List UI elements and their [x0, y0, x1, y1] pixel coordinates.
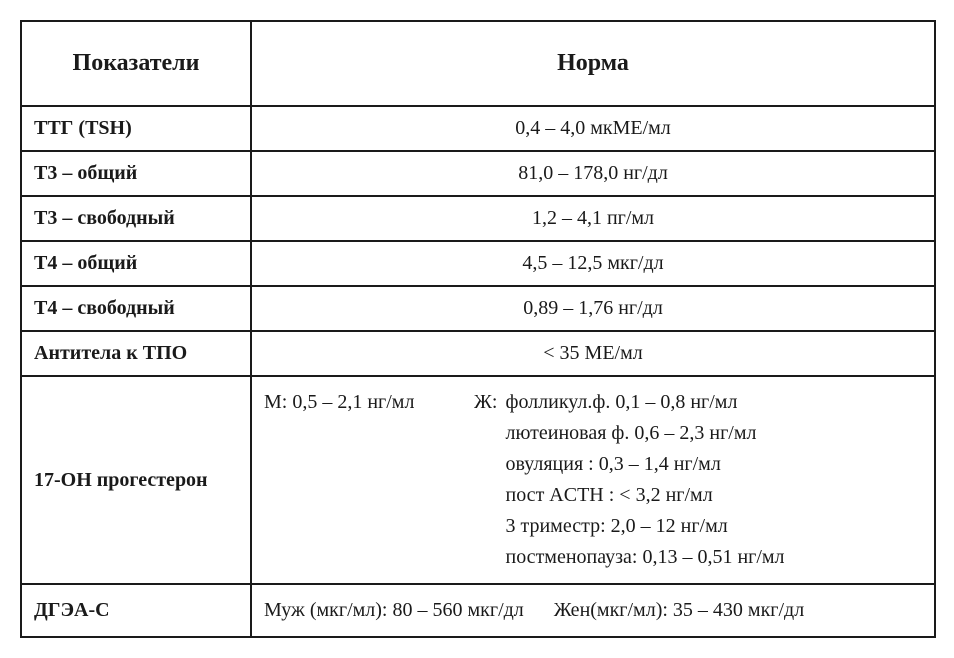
table-row: Т3 – свободный 1,2 – 4,1 пг/мл: [21, 196, 935, 241]
table-row-progesterone: 17-ОН прогестерон М: 0,5 – 2,1 нг/мл Ж: …: [21, 376, 935, 584]
row-label: Антитела к ТПО: [21, 331, 251, 376]
row-label: Т3 – общий: [21, 151, 251, 196]
row-value: 4,5 – 12,5 мкг/дл: [251, 241, 935, 286]
progesterone-female-line: постменопауза: 0,13 – 0,51 нг/мл: [505, 542, 784, 573]
table-header-row: Показатели Норма: [21, 21, 935, 106]
row-value-dgea: Муж (мкг/мл): 80 – 560 мкг/дл Жен(мкг/мл…: [251, 584, 935, 637]
row-value: < 35 МЕ/мл: [251, 331, 935, 376]
row-label-dgea: ДГЭА-С: [21, 584, 251, 637]
table-row: Т4 – свободный 0,89 – 1,76 нг/дл: [21, 286, 935, 331]
row-label-progesterone: 17-ОН прогестерон: [21, 376, 251, 584]
table-row: Антитела к ТПО < 35 МЕ/мл: [21, 331, 935, 376]
row-value: 81,0 – 178,0 нг/дл: [251, 151, 935, 196]
row-value-progesterone: М: 0,5 – 2,1 нг/мл Ж: фолликул.ф. 0,1 – …: [251, 376, 935, 584]
table-row: Т3 – общий 81,0 – 178,0 нг/дл: [21, 151, 935, 196]
header-indicators: Показатели: [21, 21, 251, 106]
row-label: Т4 – свободный: [21, 286, 251, 331]
row-label: Т3 – свободный: [21, 196, 251, 241]
row-value: 0,89 – 1,76 нг/дл: [251, 286, 935, 331]
progesterone-female-line: пост ACTH : < 3,2 нг/мл: [505, 480, 784, 511]
table-row: Т4 – общий 4,5 – 12,5 мкг/дл: [21, 241, 935, 286]
progesterone-male: М: 0,5 – 2,1 нг/мл: [264, 387, 474, 418]
row-label: ТТГ (TSH): [21, 106, 251, 151]
progesterone-female-prefix: Ж:: [474, 387, 497, 418]
progesterone-female-line: лютеиновая ф. 0,6 – 2,3 нг/мл: [505, 418, 784, 449]
dgea-male: Муж (мкг/мл): 80 – 560 мкг/дл: [264, 595, 524, 626]
table-row-dgea: ДГЭА-С Муж (мкг/мл): 80 – 560 мкг/дл Жен…: [21, 584, 935, 637]
table-row: ТТГ (TSH) 0,4 – 4,0 мкМЕ/мл: [21, 106, 935, 151]
progesterone-female-line: фолликул.ф. 0,1 – 0,8 нг/мл: [505, 387, 784, 418]
dgea-female: Жен(мкг/мл): 35 – 430 мкг/дл: [554, 595, 804, 626]
hormone-reference-table: Показатели Норма ТТГ (TSH) 0,4 – 4,0 мкМ…: [20, 20, 936, 638]
row-value: 0,4 – 4,0 мкМЕ/мл: [251, 106, 935, 151]
header-norm: Норма: [251, 21, 935, 106]
row-label: Т4 – общий: [21, 241, 251, 286]
progesterone-female-list: фолликул.ф. 0,1 – 0,8 нг/мл лютеиновая ф…: [497, 387, 784, 573]
row-value: 1,2 – 4,1 пг/мл: [251, 196, 935, 241]
progesterone-female-line: 3 триместр: 2,0 – 12 нг/мл: [505, 511, 784, 542]
progesterone-female-line: овуляция : 0,3 – 1,4 нг/мл: [505, 449, 784, 480]
